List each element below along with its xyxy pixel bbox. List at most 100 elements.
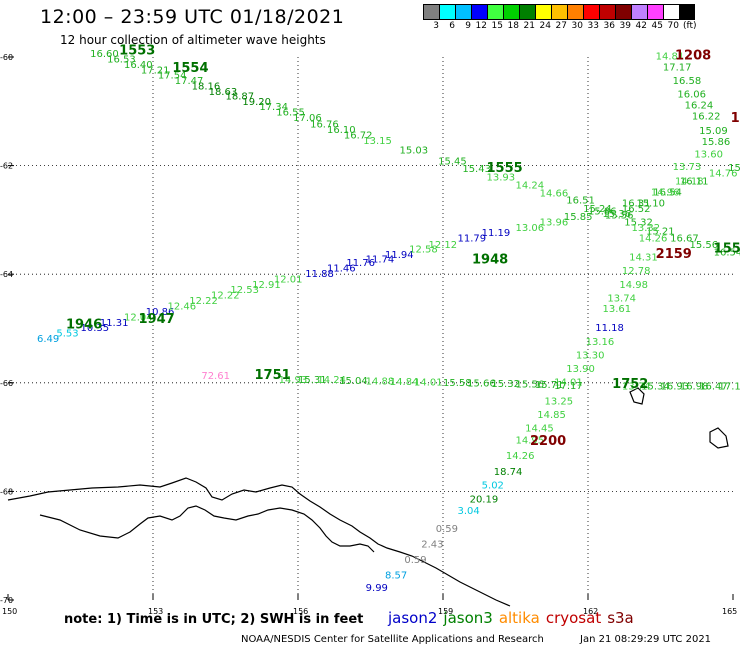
track-1208: 14.8117.1716.5816.0616.2416.2215.0915.86…: [366, 52, 731, 594]
swh-value: 15.32: [491, 379, 520, 390]
swh-value: 5.02: [482, 481, 504, 492]
legend-swatch: [487, 4, 503, 20]
swh-value: 16.98: [680, 381, 709, 392]
swh-value: 18.16: [192, 82, 221, 93]
axis-labels: -60 -62 -64 -66 -68 -70 150 153 156 159 162 165: [0, 53, 737, 616]
pass-time-label: 1556: [714, 241, 740, 256]
swh-value: 12.58: [409, 244, 438, 255]
swh-value: 16.72: [344, 130, 373, 141]
swh-value: 17.47: [175, 76, 204, 87]
legend-swatch: [679, 4, 695, 20]
swh-value: 18.87: [226, 91, 255, 102]
legend-label: 27: [555, 21, 567, 31]
swh-value: 15.04: [339, 376, 368, 387]
swh-value: 19.20: [242, 97, 271, 108]
swh-value: 17.54: [158, 71, 187, 82]
legend-swatch: [663, 4, 679, 20]
swh-value: 17.21: [141, 65, 170, 76]
generation-timestamp: Jan 21 08:29:29 UTC 2021: [580, 634, 712, 645]
swh-value: 13.15: [363, 136, 392, 147]
swh-value: 0.59: [436, 524, 458, 535]
lat-label: -62: [0, 162, 13, 171]
swh-value: 11.74: [366, 254, 395, 265]
pass-time-label: 1946: [66, 318, 102, 333]
swh-value: 16.76: [310, 120, 339, 131]
island-2: [709, 427, 729, 449]
legend-label: 33: [587, 21, 599, 31]
legend-label: 45: [651, 21, 663, 31]
swh-value: 16.54: [714, 248, 740, 259]
swh-value: 14.26: [639, 234, 668, 245]
swh-value: 18.63: [209, 87, 238, 98]
satellite-s3a: s3a: [607, 609, 634, 627]
swh-value: 16.51: [566, 196, 595, 207]
swh-value: 11.19: [482, 228, 511, 239]
legend-labels: 3 6 9 12 15 18 21 24 27 30 33 36 39 42 45 70 (ft): [423, 20, 696, 31]
swh-value: 14.01: [414, 378, 443, 389]
swh-value: 16.58: [673, 76, 702, 87]
swh-value: 16.55: [276, 108, 305, 119]
lat-label: -70: [0, 596, 13, 605]
swh-value: 11.46: [327, 263, 356, 274]
legend-label: 12: [475, 21, 487, 31]
swh-value: 14.31: [629, 253, 658, 264]
legend-label: 15: [491, 21, 503, 31]
swh-value: 15.43: [462, 164, 491, 175]
track-1751-outlier: 72.61: [201, 371, 230, 382]
satellite-cryosat: cryosat: [545, 609, 602, 627]
pass-time-label: 1554: [172, 61, 208, 76]
swh-value: 15.45: [438, 157, 467, 168]
legend-swatch: [599, 4, 615, 20]
swh-value: 13.93: [487, 172, 516, 183]
swh-value: 11.31: [100, 318, 129, 329]
swh-value: 9.99: [366, 583, 388, 594]
swh-value: 13.06: [516, 223, 545, 234]
swh-value: 16.22: [692, 111, 721, 122]
swh-value: 12.53: [230, 285, 259, 296]
swh-value: 12.22: [189, 296, 218, 307]
swh-value: 15.86: [702, 137, 731, 148]
pass-time-label: 1752: [612, 377, 648, 392]
swh-value: 17.17: [719, 381, 740, 392]
swh-value: 17.17: [663, 63, 692, 74]
legend-swatch: [647, 4, 663, 20]
legend-swatches: [423, 4, 697, 20]
color-legend: 3 6 9 12 15 18 21 24 27 30 33 36 39 42 45 70 (ft): [423, 4, 697, 31]
swh-value: 13.74: [607, 293, 636, 304]
swh-value: 13.60: [694, 149, 723, 160]
legend-swatch: [535, 4, 551, 20]
legend-label: 39: [619, 21, 631, 31]
swh-value: 10.35: [81, 323, 110, 334]
swh-value: 14.66: [540, 189, 569, 200]
swh-value: 14.85: [537, 410, 566, 421]
satellite-altika: altika: [498, 609, 540, 627]
swh-value: 13.90: [566, 364, 595, 375]
swh-value: 13.25: [545, 397, 574, 408]
satellite-key: jason2 jason3 altika cryosat s3a: [388, 609, 640, 627]
swh-value: 16.31: [622, 198, 651, 209]
swh-value: 14.76: [709, 168, 738, 179]
credit-line: NOAA/NESDIS Center for Satellite Applica…: [241, 634, 544, 645]
legend-label: 42: [635, 21, 647, 31]
swh-value: 15.21: [646, 227, 675, 238]
swh-value: 13.96: [540, 217, 569, 228]
swh-value: 18.74: [494, 467, 523, 478]
lon-label: 165: [722, 607, 737, 616]
legend-swatch: [615, 4, 631, 20]
satellite-jason2: jason2: [388, 609, 438, 627]
swh-value: 13.16: [586, 337, 615, 348]
swh-value: 15.56: [605, 210, 634, 221]
swh-value: 16.53: [107, 54, 136, 65]
swh-value: 12.91: [252, 280, 281, 291]
swh-value: 12.22: [211, 291, 240, 302]
pass-time-label: 1553: [119, 43, 155, 58]
legend-label: 21: [523, 21, 535, 31]
legend-label: 6: [449, 21, 455, 31]
time-label-layer: 1553 1554 1555 1556 1208 1209 1946 1947 1948 2159…: [66, 43, 740, 449]
swh-value: 12.12: [429, 240, 458, 251]
swh-value: 15.09: [699, 126, 728, 137]
track-1946: 6.495.53 10.3511.3112.0410.8612.4612.2212…: [37, 163, 740, 345]
swh-value: 17.34: [259, 102, 288, 113]
swh-value: 10.86: [146, 307, 175, 318]
swh-value: 12.01: [274, 274, 303, 285]
